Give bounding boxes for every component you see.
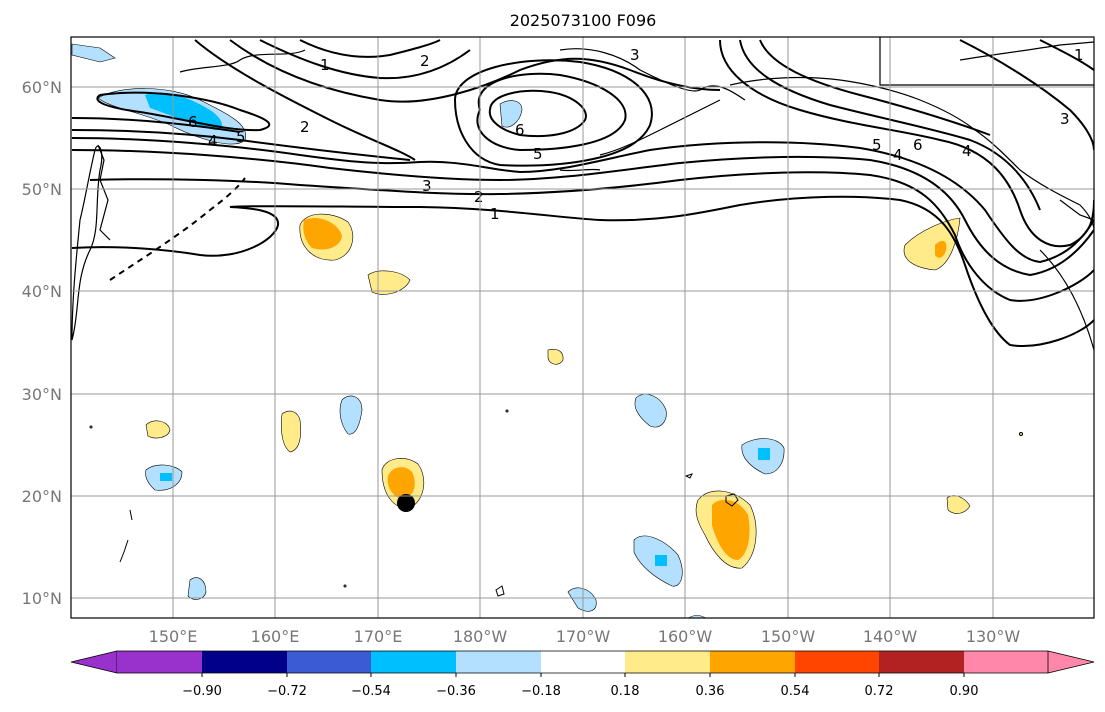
colorbar-segment (795, 651, 879, 673)
colorbar-segment (117, 651, 202, 673)
contour-label: 1 (490, 205, 500, 223)
contour-label: 1 (320, 56, 330, 74)
pos-blob-3 (547, 349, 564, 365)
lon-label: 140°W (863, 627, 918, 646)
lat-label: 10°N (22, 589, 62, 608)
contour-label: 5 (872, 136, 882, 154)
pos-core-8 (712, 499, 750, 560)
colorbar-tick-label: 0.36 (696, 684, 725, 699)
colorbar-tick-label: 0.72 (865, 684, 894, 699)
neg-region-n (499, 100, 523, 128)
lon-label: 170°E (354, 627, 403, 646)
lat-label: 20°N (22, 487, 62, 506)
lat-label: 30°N (22, 385, 62, 404)
longitude-labels: 150°E 160°E 170°E 180°W 170°W 160°W 150°… (149, 627, 1021, 646)
colorbar: −0.90 −0.72 −0.54 −0.36 −0.18 0.18 0.36 … (70, 650, 1095, 699)
contour-label: 6 (515, 121, 525, 139)
pos-core-4 (935, 240, 947, 258)
neg-blob-4 (634, 394, 667, 428)
contour-label: 3 (422, 177, 432, 195)
colorbar-tick-label: 0.18 (611, 684, 640, 699)
pos-core-7 (387, 467, 415, 500)
coastlines (71, 37, 1094, 351)
neg-blob-8 (687, 615, 707, 618)
lon-label: 130°W (966, 627, 1021, 646)
dashed-track (109, 177, 246, 281)
contour-label: 1 (1074, 46, 1084, 64)
contour-label: 5 (533, 145, 543, 163)
colorbar-extend-left (70, 650, 118, 674)
location-marker (397, 494, 415, 512)
contour-label: 2 (474, 188, 484, 206)
colorbar-tick-label: 0.54 (781, 684, 810, 699)
contour-label: 5 (236, 128, 246, 146)
contour-label: 4 (208, 132, 218, 150)
latitude-labels: 10°N 20°N 30°N 40°N 50°N 60°N (22, 78, 62, 608)
colorbar-segment (371, 651, 456, 673)
colorbar-tick-label: −0.18 (521, 684, 561, 699)
colorbar-tick-label: −0.36 (436, 684, 476, 699)
colorbar-segment (456, 651, 541, 673)
map-title: 2025073100 F096 (510, 11, 657, 30)
lon-label: 170°W (556, 627, 611, 646)
colorbar-tick-label: −0.72 (267, 684, 307, 699)
lat-label: 60°N (22, 78, 62, 97)
colorbar-segment (964, 651, 1048, 673)
colorbar-tick-label: 0.90 (950, 684, 979, 699)
neg-core-6 (655, 555, 667, 566)
neg-core-2 (160, 473, 172, 481)
pos-blob-4 (903, 217, 961, 271)
contour-label: 4 (962, 142, 972, 160)
contour-labels: 1 2 3 4 5 6 1 2 3 5 6 4 5 6 4 3 1 2 (188, 46, 1084, 223)
colorbar-tick-label: −0.90 (182, 684, 222, 699)
colorbar-segment (710, 651, 795, 673)
islands (89, 409, 1023, 597)
lon-label: 160°W (658, 627, 713, 646)
pos-blob-5 (145, 420, 171, 439)
colorbar-segment (202, 651, 287, 673)
colorbar-ticks (201, 673, 965, 677)
map-frame (70, 36, 1095, 619)
contour-label: 6 (188, 113, 198, 131)
contour-lines (71, 39, 1094, 347)
contour-label: 2 (300, 118, 310, 136)
neg-region-tl (71, 43, 116, 63)
lon-label: 150°E (149, 627, 198, 646)
gridlines (71, 37, 1094, 618)
neg-core-5 (758, 448, 770, 460)
contour-label: 3 (630, 46, 640, 64)
colorbar-segment (879, 651, 964, 673)
shaded-anomalies (71, 43, 971, 618)
pos-blob-6 (280, 410, 301, 453)
neg-blob-7 (567, 587, 597, 612)
contour-label: 4 (893, 146, 903, 164)
colorbar-segment (541, 651, 625, 673)
neg-core-nw (145, 92, 222, 130)
lon-label: 150°W (761, 627, 816, 646)
lat-label: 50°N (22, 180, 62, 199)
colorbar-extend-right (1047, 650, 1095, 674)
colorbar-segment (287, 651, 371, 673)
contour-label: 3 (1060, 110, 1070, 128)
colorbar-segment (625, 651, 710, 673)
neg-blob-1 (339, 395, 363, 435)
contour-label: 6 (913, 136, 923, 154)
lon-label: 180°W (453, 627, 508, 646)
pos-core-1 (303, 217, 342, 250)
colorbar-tick-label: −0.54 (351, 684, 391, 699)
contour-label: 2 (420, 52, 430, 70)
lat-label: 40°N (22, 282, 62, 301)
lon-label: 160°E (251, 627, 300, 646)
